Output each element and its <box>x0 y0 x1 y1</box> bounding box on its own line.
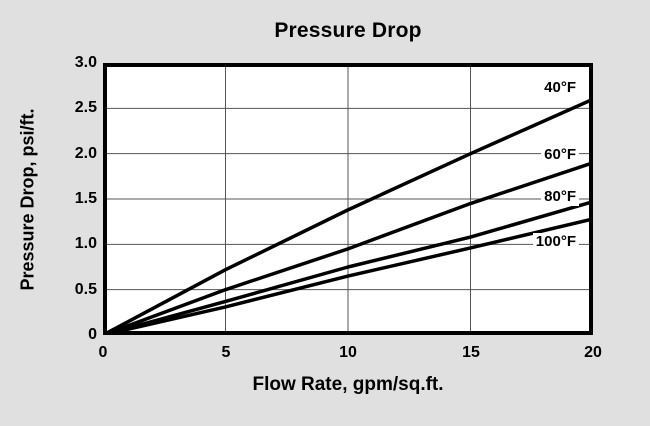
plot-canvas <box>103 63 593 335</box>
y-tick-label: 2.0 <box>74 145 97 162</box>
x-axis-label: Flow Rate, gpm/sq.ft. <box>252 374 444 395</box>
series-label-80f: 80°F <box>541 188 579 206</box>
y-tick-label: 0 <box>88 326 97 343</box>
x-tick-label: 0 <box>98 344 108 361</box>
series-line-100f <box>103 217 593 335</box>
y-axis-label-text: Pressure Drop, psi/ft. <box>17 107 38 291</box>
series-label-60f: 60°F <box>541 146 579 164</box>
y-axis-label: Pressure Drop, psi/ft. <box>6 63 50 335</box>
y-tick-label: 1.0 <box>74 235 97 252</box>
series-line-60f <box>103 161 593 335</box>
series-line-80f <box>103 200 593 335</box>
x-tick-label: 20 <box>584 344 602 361</box>
y-tick-label: 2.5 <box>74 99 97 116</box>
y-tick-label: 1.5 <box>74 190 97 207</box>
x-tick-label: 5 <box>221 344 231 361</box>
y-tick-label: 3.0 <box>74 54 97 71</box>
y-tick-label: 0.5 <box>74 281 97 298</box>
series-label-40f: 40°F <box>541 79 579 97</box>
series-label-100f: 100°F <box>532 233 579 251</box>
x-tick-label: 10 <box>339 344 357 361</box>
plot-border <box>103 63 593 335</box>
x-tick-label: 15 <box>462 344 480 361</box>
series-line-40f <box>103 97 593 335</box>
plot-area: 40°F 60°F 80°F 100°F <box>103 63 593 335</box>
chart-title: Pressure Drop <box>274 19 422 42</box>
